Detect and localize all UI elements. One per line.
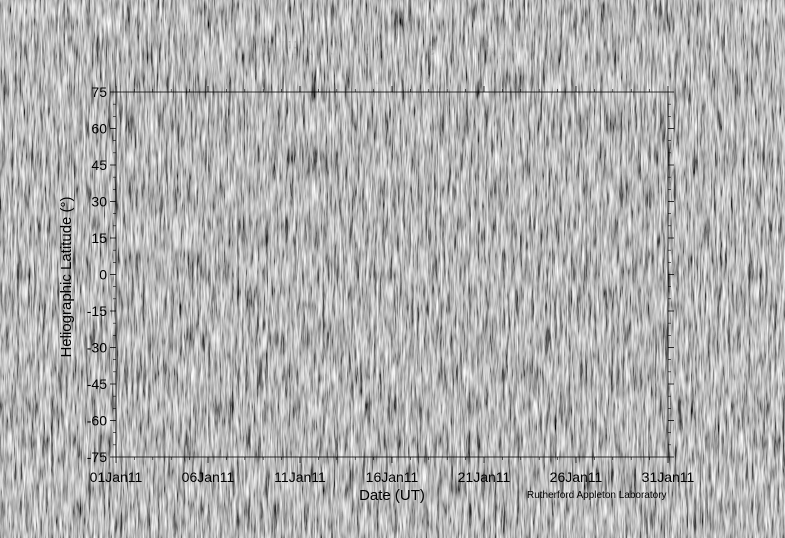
y-tick-label: 0 [99,267,107,283]
y-tick-label: -45 [87,376,107,392]
credit-label: Rutherford Appleton Laboratory [527,490,667,501]
y-tick-label: -30 [87,340,107,356]
y-tick-label: 15 [91,230,107,246]
x-tick-label: 11Jan11 [274,469,326,485]
chart-title: STEREO Heliospheric Imager [259,38,526,60]
y-tick-label: 30 [91,194,107,210]
x-axis-title: Date (UT) [359,487,425,504]
data-segment-fine [143,335,282,453]
y-tick-label: 45 [91,157,107,173]
y-tick-label: -60 [87,413,107,429]
plot-area [116,92,668,457]
x-tick-label: 26Jan11 [550,469,603,485]
x-tick-label: 21Jan11 [458,469,511,485]
y-tick-label: -75 [87,449,107,465]
x-tick-label: 06Jan11 [182,469,235,485]
data-segment [294,128,464,453]
data-segment-fine [294,335,464,453]
data-segment-fine [116,335,129,453]
y-tick-label: 75 [91,84,107,100]
y-axis-title: Heliographic Latitude (°) [58,196,75,357]
x-tick-label: 16Jan11 [366,469,419,485]
data-segment [480,128,668,453]
y-tick-label: 60 [91,121,107,137]
data-segment-fine [480,335,668,453]
chart-subtitle: HI-1A: 40Rs [347,69,438,92]
data-segment [116,128,129,453]
x-tick-label: 01Jan11 [90,469,143,485]
data-segment [143,128,282,453]
y-tick-label: -15 [87,303,107,319]
x-tick-label: 31Jan11 [642,469,695,485]
axes: 75 60 45 30 15 0 -15 -30 -45 -60 -75 01Jan11 06Jan11… [87,84,695,485]
